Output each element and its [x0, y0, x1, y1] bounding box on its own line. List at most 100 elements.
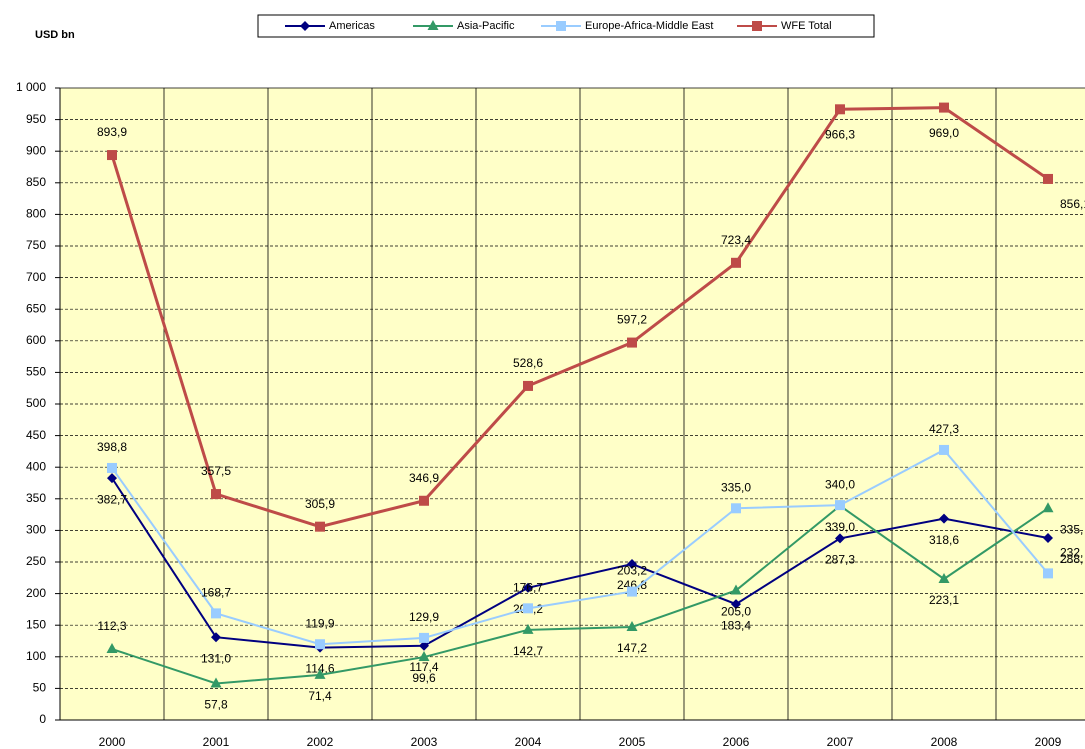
- y-axis-label: USD bn: [35, 29, 75, 41]
- marker: [419, 495, 429, 506]
- marker: [556, 21, 566, 31]
- y-tick-label: 500: [26, 396, 46, 410]
- y-tick-label: 800: [26, 207, 46, 221]
- data-label: 168,7: [201, 586, 231, 600]
- marker: [835, 533, 845, 544]
- legend-label: Europe-Africa-Middle East: [585, 20, 713, 32]
- data-label: 131,0: [201, 651, 231, 665]
- x-tick-label: 2004: [515, 735, 542, 749]
- marker: [938, 573, 950, 584]
- marker: [730, 584, 742, 595]
- marker: [835, 104, 845, 115]
- marker: [1042, 502, 1054, 513]
- y-tick-label: 100: [26, 649, 46, 663]
- data-label: 318,6: [929, 533, 959, 547]
- data-label: 339,0: [825, 520, 855, 534]
- data-label: 142,7: [513, 644, 543, 658]
- data-label: 346,9: [409, 471, 439, 485]
- data-label: 856,1: [1060, 197, 1085, 211]
- marker: [419, 632, 429, 643]
- marker: [107, 473, 117, 484]
- series-line: [111, 504, 1049, 685]
- data-label: 117,4: [409, 660, 438, 674]
- data-label: 305,9: [305, 497, 335, 511]
- marker: [211, 489, 221, 500]
- series-line: [110, 106, 1049, 529]
- data-label: 119,9: [305, 616, 334, 630]
- y-tick-label: 900: [26, 143, 46, 157]
- y-tick-label: 250: [26, 554, 46, 568]
- y-tick-label: 750: [26, 238, 46, 252]
- data-label: 129,9: [409, 610, 439, 624]
- data-label: 112,3: [97, 619, 126, 633]
- marker: [523, 603, 533, 614]
- data-label: 147,2: [617, 641, 647, 655]
- legend-label: Asia-Pacific: [457, 20, 515, 32]
- marker: [731, 599, 741, 610]
- data-label: 57,8: [204, 698, 228, 712]
- marker: [835, 500, 845, 511]
- data-label: 398,8: [97, 440, 127, 454]
- marker: [314, 668, 326, 679]
- marker: [523, 380, 533, 391]
- data-label: 287,3: [825, 553, 855, 567]
- data-label: 71,4: [308, 689, 332, 703]
- marker: [107, 150, 117, 161]
- data-label: 183,4: [721, 618, 751, 632]
- marker: [211, 608, 221, 619]
- marker: [107, 462, 117, 473]
- y-tick-label: 0: [39, 712, 46, 726]
- y-tick-label: 350: [26, 491, 46, 505]
- legend-label: Americas: [329, 20, 375, 32]
- data-label: 969,0: [929, 126, 959, 140]
- marker: [300, 21, 310, 31]
- data-label: 205,0: [721, 605, 751, 619]
- marker: [315, 521, 325, 532]
- marker: [1043, 173, 1053, 184]
- data-label: 723,4: [721, 233, 751, 247]
- legend-label: WFE Total: [781, 20, 832, 32]
- x-tick-label: 2001: [203, 735, 230, 749]
- data-label: 232,: [1060, 546, 1083, 560]
- data-label: 114,6: [305, 662, 334, 676]
- data-label: 335,0: [721, 480, 751, 494]
- y-tick-label: 150: [26, 617, 46, 631]
- data-label: 246,8: [617, 578, 647, 592]
- x-tick-label: 2007: [827, 735, 854, 749]
- marker: [106, 643, 118, 654]
- marker: [626, 620, 638, 631]
- data-label: 966,3: [825, 127, 855, 141]
- data-label: 340,0: [825, 477, 855, 491]
- marker: [627, 337, 637, 348]
- marker: [939, 513, 949, 524]
- marker: [210, 677, 222, 688]
- data-label: 382,7: [97, 492, 127, 506]
- y-tick-label: 300: [26, 523, 46, 537]
- marker: [419, 640, 429, 651]
- y-tick-label: 450: [26, 428, 46, 442]
- data-label: 893,9: [97, 125, 127, 139]
- marker: [627, 586, 637, 597]
- marker: [315, 639, 325, 650]
- y-tick-label: 50: [33, 681, 47, 695]
- y-tick-label: 550: [26, 365, 46, 379]
- marker: [731, 503, 741, 514]
- y-tick-label: 1 000: [16, 80, 46, 94]
- series-line: [111, 477, 1049, 649]
- marker: [752, 21, 762, 31]
- x-tick-label: 2005: [619, 735, 646, 749]
- y-tick-label: 650: [26, 301, 46, 315]
- series-line: [111, 448, 1049, 646]
- marker: [731, 257, 741, 268]
- data-label: 335,: [1060, 522, 1083, 536]
- y-tick-label: 700: [26, 270, 46, 284]
- data-label: 288,: [1060, 552, 1083, 566]
- marker: [939, 102, 949, 113]
- marker: [427, 20, 439, 30]
- data-label: 357,5: [201, 464, 231, 478]
- data-label: 176,7: [513, 580, 543, 594]
- x-tick-label: 2000: [99, 735, 126, 749]
- x-tick-label: 2002: [307, 735, 334, 749]
- marker: [523, 582, 533, 593]
